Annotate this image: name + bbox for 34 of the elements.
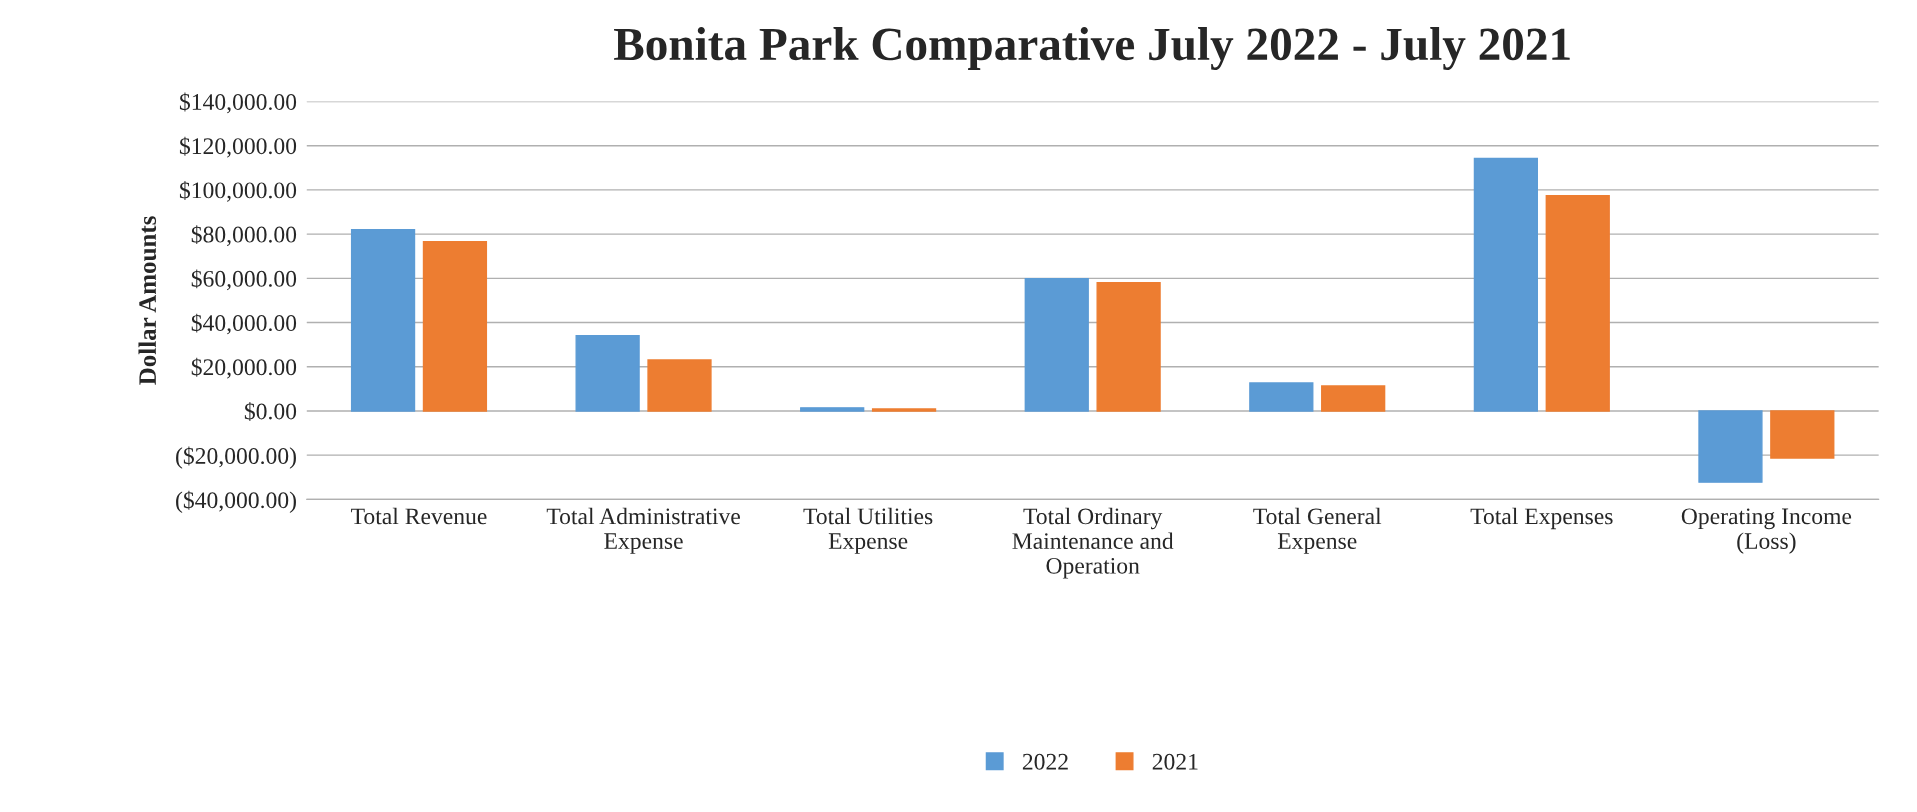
bar [1024,278,1089,412]
bar [800,407,865,412]
bar [1249,382,1314,412]
y-axis-title: Dollar Amounts [138,216,157,385]
y-tick-label: $100,000.00 [179,181,297,202]
bar [422,240,488,412]
bar [647,359,712,412]
legend-label: 2022 [1022,753,1068,770]
y-tick-label: $140,000.00 [179,92,297,114]
bar [1096,282,1161,412]
y-tick-label: ($20,000.00) [176,446,296,469]
chart-title: Bonita Park Comparative July 2022 - July 2021 [614,27,1570,71]
x-tick-label: Total Administrative Expense [546,507,740,554]
x-tick-label: Total General Expense [1253,507,1382,554]
x-tick-label: Total Revenue [351,507,487,525]
y-tick-label: $80,000.00 [191,225,297,246]
x-tick-label: Operating Income (Loss) [1681,508,1852,554]
x-tick-label: Total Ordinary Maintenance and Operation [1012,507,1174,579]
legend-label: 2021 [1152,753,1198,770]
y-tick-label: $120,000.00 [179,136,297,158]
y-tick-label: $20,000.00 [191,357,297,379]
bar [1770,410,1835,459]
bar [350,229,416,412]
y-tick-label: $60,000.00 [191,269,297,291]
x-tick-label: Total Utilities Expense [803,507,933,554]
bar [1545,194,1610,412]
bar [1698,410,1763,483]
x-tick-label: Total Expenses [1470,507,1613,530]
bar [1321,385,1386,412]
bar [575,335,640,412]
y-tick-label: ($40,000.00) [176,490,296,513]
y-tick-label: $0.00 [244,402,297,421]
bar [1473,157,1539,412]
y-tick-label: $40,000.00 [191,313,297,335]
